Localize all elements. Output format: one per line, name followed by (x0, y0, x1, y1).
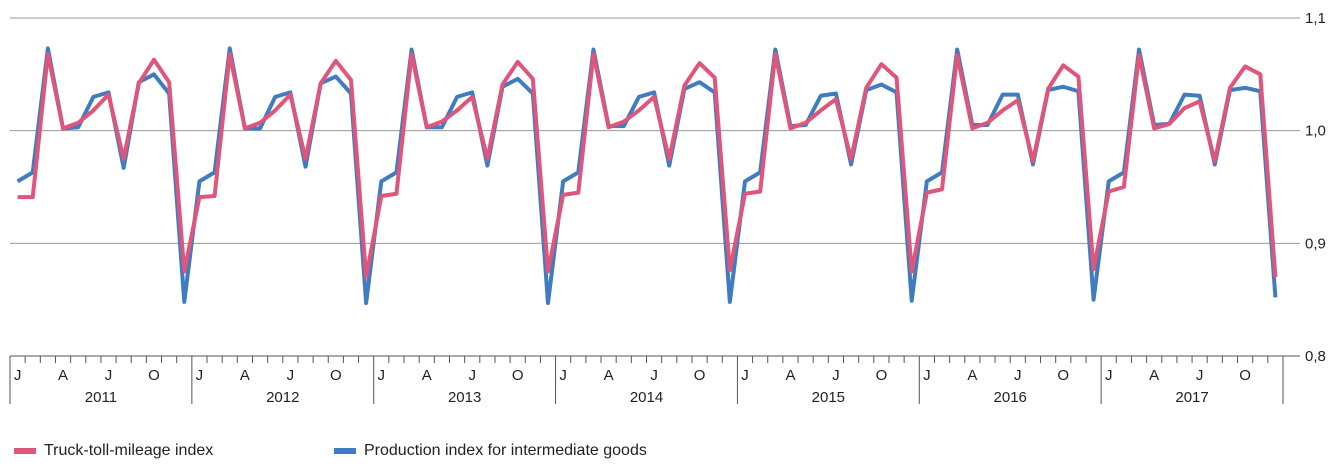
month-label: A (422, 367, 432, 384)
y-axis-labels: 0,8 0,9 1,0 1,1 (1305, 10, 1326, 365)
legend-swatch-truck-toll (14, 448, 36, 454)
legend-item-production-index: Production index for intermediate goods (334, 442, 647, 460)
y-tick-label: 1,0 (1305, 123, 1326, 140)
year-label: 2012 (266, 389, 299, 406)
legend-item-truck-toll: Truck-toll-mileage index (14, 442, 213, 460)
month-label: J (923, 367, 931, 384)
y-tick-label: 0,9 (1305, 235, 1326, 252)
month-label: O (876, 367, 888, 384)
month-label: J (1014, 367, 1022, 384)
chart: J A J O J A J O J A J O J A J O J A J O J A J O J A J O 2011 2012 2013… (9, 10, 1326, 406)
series-line-truck-toll (17, 52, 1278, 280)
month-label: A (785, 367, 795, 384)
legend-swatch-production-index (334, 448, 356, 454)
month-label: J (1105, 367, 1113, 384)
month-label: O (694, 367, 706, 384)
series-layer (16, 46, 1278, 306)
gridlines (10, 17, 1300, 357)
month-label: O (148, 367, 160, 384)
month-label: A (604, 367, 614, 384)
y-tick-label: 0,8 (1305, 348, 1326, 365)
month-label: J (14, 367, 22, 384)
month-label: J (650, 367, 658, 384)
year-label: 2013 (448, 389, 481, 406)
month-label: J (559, 367, 567, 384)
month-label: O (330, 367, 342, 384)
month-label: J (1196, 367, 1204, 384)
month-label: O (1239, 367, 1251, 384)
month-label: J (287, 367, 295, 384)
year-label: 2011 (85, 389, 117, 406)
month-label: J (105, 367, 113, 384)
legend-label-truck-toll: Truck-toll-mileage index (44, 442, 214, 459)
month-label: A (240, 367, 250, 384)
y-tick-label: 1,1 (1305, 10, 1326, 27)
month-label: O (512, 367, 524, 384)
month-label: A (1149, 367, 1159, 384)
legend-label-production-index: Production index for intermediate goods (364, 442, 647, 459)
year-label: 2015 (812, 389, 845, 406)
month-label: A (967, 367, 977, 384)
year-label: 2016 (994, 389, 1027, 406)
x-axis: J A J O J A J O J A J O J A J O J A J O J A J O J A J O 2011 2012 2013… (9, 356, 1284, 406)
month-label: J (468, 367, 476, 384)
month-label: O (1057, 367, 1069, 384)
month-label: J (741, 367, 749, 384)
month-label: A (58, 367, 68, 384)
month-label: J (378, 367, 386, 384)
month-label: J (196, 367, 204, 384)
year-label: 2017 (1175, 389, 1208, 406)
year-label: 2014 (630, 389, 663, 406)
month-label: J (832, 367, 840, 384)
